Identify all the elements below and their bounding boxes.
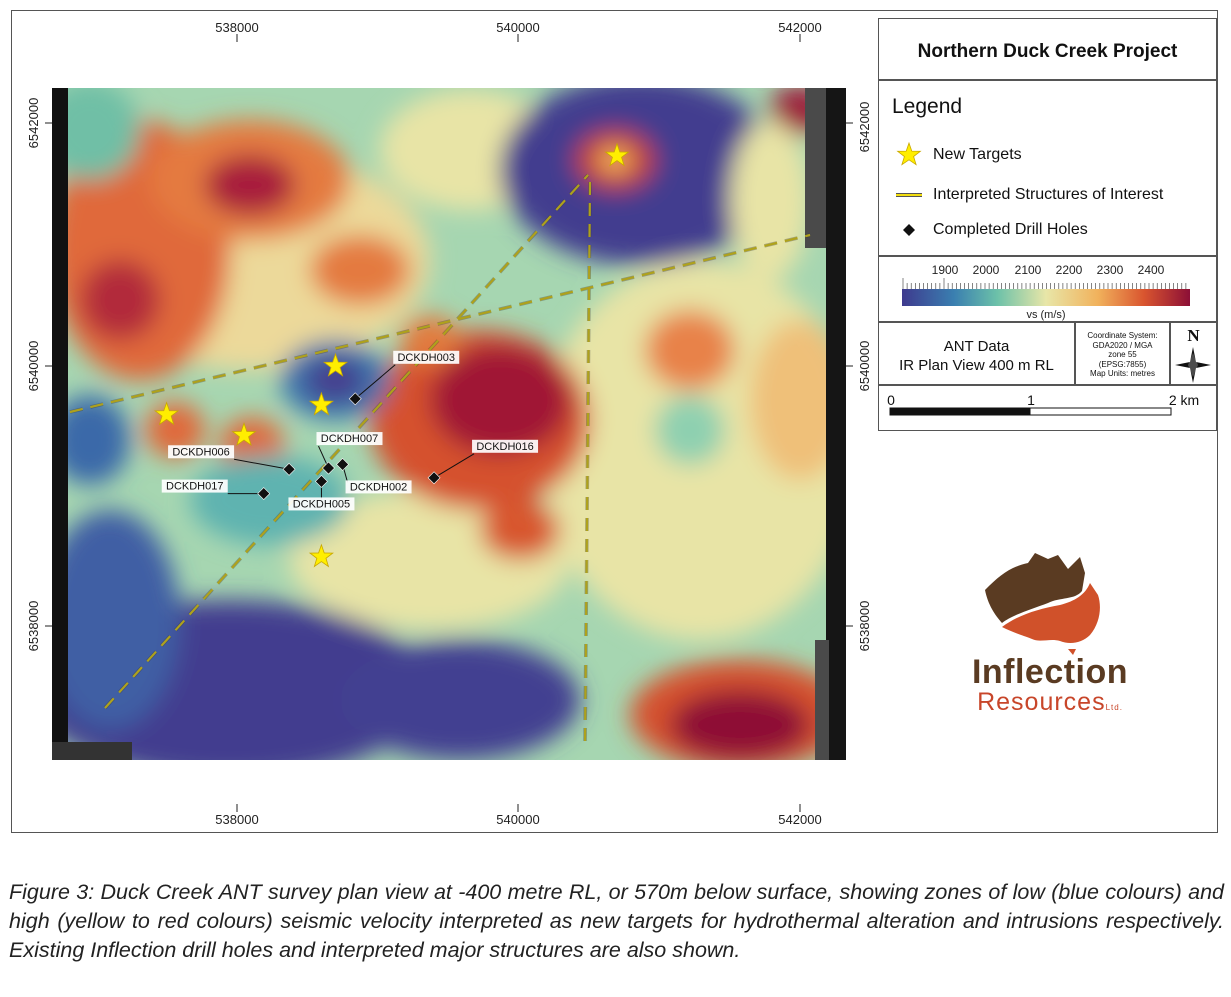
color-ramp xyxy=(902,289,1190,306)
scale-tick-2400: 2400 xyxy=(1138,263,1165,277)
drill-hole-label: DCKDH016 xyxy=(476,441,533,453)
drill-hole-leader-line xyxy=(354,364,396,400)
drill-hole-label: DCKDH002 xyxy=(350,481,407,493)
new-targets-layer xyxy=(154,142,630,568)
australia-logo-icon xyxy=(985,553,1100,655)
axis-label-bottom-2: 540000 xyxy=(496,812,539,827)
scale-unit-label: vs (m/s) xyxy=(1026,309,1065,321)
figure-caption: Figure 3: Duck Creek ANT survey plan vie… xyxy=(9,880,1224,962)
drill-hole-label: DCKDH006 xyxy=(172,446,229,458)
ant-data-view: IR Plan View 400 m RL xyxy=(899,357,1054,374)
drill-hole-label: DCKDH003 xyxy=(397,352,454,364)
new-target-star-icon xyxy=(308,391,334,416)
coordinate-system-panel: Coordinate System: GDA2020 / MGA zone 55… xyxy=(1075,322,1170,385)
velocity-heatmap xyxy=(52,88,846,760)
new-target-star-icon xyxy=(231,422,257,446)
north-arrow-icon xyxy=(1175,347,1211,383)
ant-data-panel: ANT Data IR Plan View 400 m RL xyxy=(878,322,1075,385)
star-icon xyxy=(891,142,927,168)
axis-label-bottom-1: 538000 xyxy=(215,812,258,827)
axis-label-left-2: 6540000 xyxy=(26,341,41,392)
coord-line-1: Coordinate System: xyxy=(1087,331,1158,340)
diamond-icon xyxy=(891,223,927,237)
north-arrow-panel: N xyxy=(1170,322,1217,385)
logo-text-resources: ResourcesLtd. xyxy=(940,688,1160,717)
legend-panel: Legend New Targets Interpreted Structure… xyxy=(878,80,1217,256)
north-label: N xyxy=(1187,326,1200,345)
axis-label-top-1: 538000 xyxy=(215,20,258,35)
scale-bar-white xyxy=(1029,407,1172,416)
scale-bar-label-2: 2 km xyxy=(1169,392,1199,408)
logo-text-ltd: Ltd. xyxy=(1105,703,1123,712)
axis-label-right-1: 6542000 xyxy=(857,102,872,153)
drill-hole-diamond-icon xyxy=(282,462,296,476)
axis-label-right-2: 6540000 xyxy=(857,341,872,392)
dashed-line-icon xyxy=(891,191,927,199)
scale-bar-label-1: 1 xyxy=(1027,392,1035,408)
new-target-star-icon xyxy=(604,142,630,167)
legend-label-drill-holes: Completed Drill Holes xyxy=(933,221,1088,238)
drill-hole-diamond-icon xyxy=(336,457,349,471)
logo-text-inflection: Inflection xyxy=(971,653,1129,691)
map-canvas: 538000 540000 542000 538000 540000 54200… xyxy=(26,20,872,827)
drill-hole-diamond-icon xyxy=(315,475,328,488)
axis-label-top-3: 542000 xyxy=(778,20,821,35)
color-scale-panel: 1900 2000 2100 2200 2300 2400 vs (m/s) xyxy=(878,256,1217,322)
structure-line-ne xyxy=(69,233,811,414)
project-title: Northern Duck Creek Project xyxy=(917,41,1178,62)
new-target-star-icon xyxy=(154,401,180,426)
axis-label-right-3: 6538000 xyxy=(857,601,872,652)
scale-tick-2000: 2000 xyxy=(973,263,1000,277)
coord-line-3: zone 55 xyxy=(1108,350,1137,359)
drill-hole-label-bg xyxy=(393,350,460,364)
drill-hole-diamond-icon xyxy=(322,461,335,475)
drill-hole-label-bg xyxy=(472,439,539,453)
drill-hole-label-bg xyxy=(161,479,228,493)
drill-hole-label: DCKDH005 xyxy=(293,498,350,510)
coord-line-5: Map Units: metres xyxy=(1090,369,1155,378)
axis-label-left-3: 6538000 xyxy=(26,601,41,652)
legend-label-new-targets: New Targets xyxy=(933,146,1022,163)
scale-tick-1900: 1900 xyxy=(932,263,959,277)
drill-hole-label: DCKDH017 xyxy=(166,481,223,493)
axis-label-bottom-3: 542000 xyxy=(778,812,821,827)
coord-line-4: (EPSG:7855) xyxy=(1098,359,1147,369)
logo-text-resources-word: Resources xyxy=(977,688,1106,716)
drill-hole-diamond-icon xyxy=(427,471,441,485)
scale-bar-black xyxy=(889,407,1031,416)
ant-data-title: ANT Data xyxy=(943,338,1010,355)
new-target-star-icon xyxy=(308,543,334,568)
legend-title: Legend xyxy=(892,95,963,118)
legend-label-structures: Interpreted Structures of Interest xyxy=(933,186,1164,203)
structure-line-ns xyxy=(583,181,592,746)
inflection-logo: Inflection ResourcesLtd. xyxy=(940,545,1160,720)
scale-tick-2100: 2100 xyxy=(1015,263,1042,277)
new-target-star-icon xyxy=(322,352,349,377)
axis-label-top-2: 540000 xyxy=(496,20,539,35)
drill-hole-leader-line xyxy=(233,458,290,470)
legend-item-drill-holes: Completed Drill Holes xyxy=(891,218,1088,242)
legend-item-new-targets: New Targets xyxy=(891,142,1022,168)
scale-tick-2300: 2300 xyxy=(1097,263,1124,277)
drill-hole-label-bg xyxy=(345,480,412,494)
legend-item-structures: Interpreted Structures of Interest xyxy=(891,183,1163,207)
drill-hole-label-bg xyxy=(316,432,383,446)
axis-label-left-1: 6542000 xyxy=(26,98,41,149)
drill-hole-diamond-icon xyxy=(257,487,271,500)
scale-bar-label-0: 0 xyxy=(887,392,895,408)
map-axis: 538000 540000 542000 538000 540000 54200… xyxy=(26,20,872,827)
title-panel: Northern Duck Creek Project xyxy=(878,18,1217,80)
coord-line-2: GDA2020 / MGA xyxy=(1092,340,1153,350)
scale-tick-2200: 2200 xyxy=(1056,263,1083,277)
drill-holes-layer: DCKDH003 DCKDH007 DCKDH016 DCKDH006 DCKDH002… xyxy=(161,350,539,511)
drill-hole-leader-line xyxy=(433,453,475,479)
drill-hole-label: DCKDH007 xyxy=(321,433,378,445)
scale-bar-panel: 0 1 2 km xyxy=(878,385,1217,431)
drill-hole-label-bg xyxy=(168,445,235,459)
drill-hole-diamond-icon xyxy=(348,392,362,406)
drill-hole-label-bg xyxy=(288,497,355,511)
